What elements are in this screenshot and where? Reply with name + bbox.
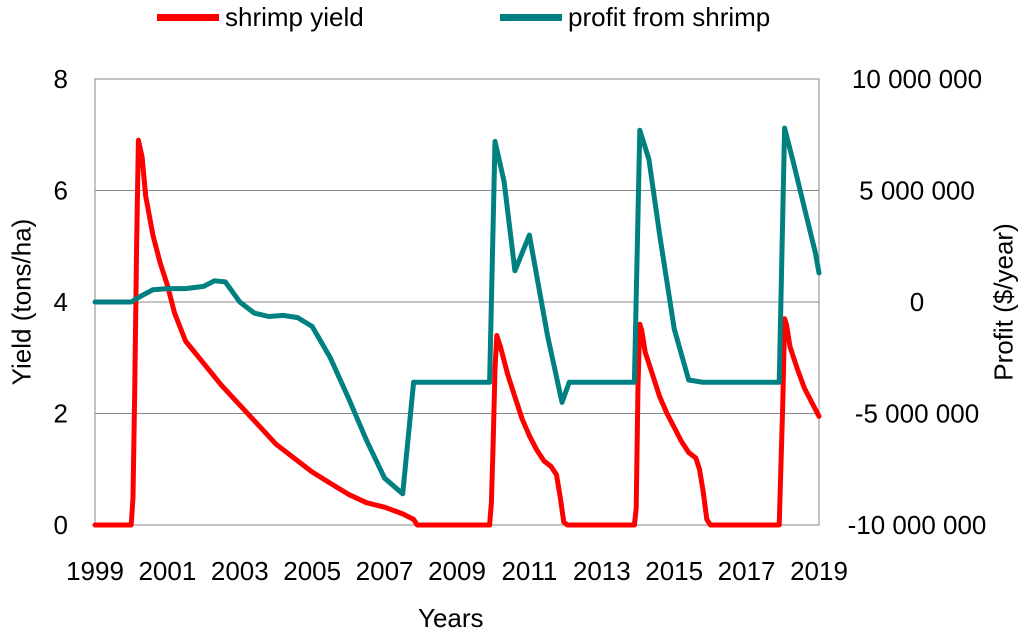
- y-right-tick-label: 5 000 000: [859, 176, 975, 206]
- y-left-tick-label: 2: [54, 399, 68, 429]
- series-line-profit: [92, 125, 822, 497]
- legend-label-profit: profit from shrimp: [568, 2, 771, 32]
- gridlines: [95, 78, 819, 526]
- legend-swatch-red: [157, 14, 219, 21]
- y-left-tick-label: 8: [54, 64, 68, 94]
- x-axis-title: Years: [418, 603, 484, 633]
- series-lines: [92, 125, 822, 528]
- y-left-tick-label: 4: [54, 287, 68, 317]
- y-axis-right-title: Profit ($/year): [988, 223, 1019, 381]
- series-line-shrimp-yield: [92, 137, 822, 528]
- x-tick-label: 1999: [66, 556, 124, 586]
- y-axis-left-title: Yield (tons/ha): [6, 218, 37, 386]
- legend-swatch-teal: [500, 14, 562, 21]
- x-tick-label: 2007: [356, 556, 414, 586]
- y-right-tick-label: -5 000 000: [855, 399, 979, 429]
- x-tick-label: 2017: [718, 556, 776, 586]
- x-tick-label: 2009: [428, 556, 486, 586]
- y-left-tick-label: 0: [54, 510, 68, 540]
- x-tick-label: 2001: [138, 556, 196, 586]
- x-tick-label: 2003: [211, 556, 269, 586]
- x-tick-label: 2013: [573, 556, 631, 586]
- y-right-tick-label: 10 000 000: [852, 64, 982, 94]
- x-tick-label: 2011: [501, 556, 557, 586]
- x-tick-label: 2019: [790, 556, 848, 586]
- y-right-tick-label: -10 000 000: [848, 510, 987, 540]
- legend-label-shrimp-yield: shrimp yield: [225, 2, 364, 32]
- x-tick-label: 2005: [283, 556, 341, 586]
- legend-entry-shrimp-yield: shrimp yield: [157, 2, 364, 33]
- y-left-tick-label: 6: [54, 176, 68, 206]
- y-right-tick-label: 0: [910, 287, 924, 317]
- legend-entry-profit: profit from shrimp: [500, 2, 770, 33]
- tick-labels: 0 2 4 6 8 -10 000 000 -5 000 000 0 5 000 000 10 0…: [54, 64, 987, 586]
- x-tick-label: 2015: [645, 556, 703, 586]
